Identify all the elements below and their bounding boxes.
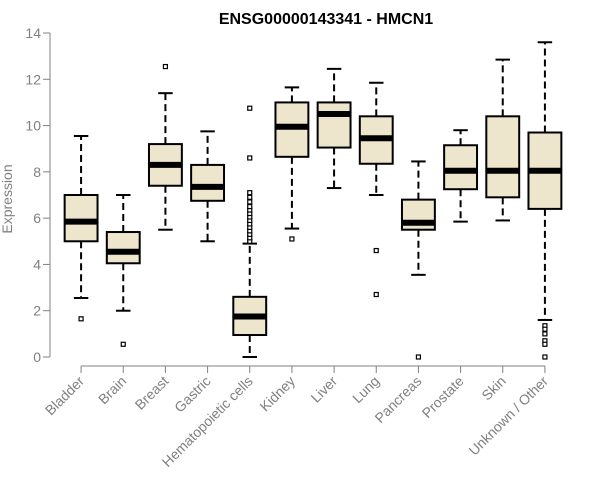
x-tick-label: Liver bbox=[307, 373, 340, 406]
y-axis: 0 2 4 6 8 10 12 14 bbox=[25, 25, 51, 365]
outlier-point bbox=[247, 105, 253, 111]
outlier-point bbox=[373, 291, 379, 298]
x-tick-label: Breast bbox=[132, 373, 172, 413]
outlier-point bbox=[542, 326, 548, 332]
box-iqr bbox=[485, 115, 521, 199]
box-iqr bbox=[190, 163, 226, 202]
box-group bbox=[358, 81, 394, 298]
outlier-point bbox=[78, 316, 84, 322]
x-tick-label: Kidney bbox=[256, 373, 298, 415]
box-group bbox=[105, 194, 141, 347]
box-iqr bbox=[63, 194, 99, 243]
outlier-point bbox=[289, 236, 295, 242]
x-tick-label: Bladder bbox=[42, 373, 88, 419]
y-tick-label: 6 bbox=[33, 210, 41, 226]
box-iqr bbox=[443, 144, 479, 191]
x-tick-label: Skin bbox=[478, 373, 509, 404]
outlier-point bbox=[542, 331, 548, 337]
y-axis-label: Expression bbox=[0, 164, 15, 233]
outlier-point bbox=[162, 63, 169, 70]
outlier-point bbox=[542, 341, 548, 347]
box-group bbox=[147, 63, 183, 231]
box-group bbox=[232, 105, 268, 358]
box-group bbox=[443, 129, 479, 223]
y-tick-label: 2 bbox=[33, 303, 41, 319]
y-tick-label: 8 bbox=[33, 164, 41, 180]
y-tick-label: 12 bbox=[25, 71, 41, 87]
box-group bbox=[400, 160, 436, 360]
box-group bbox=[274, 86, 310, 242]
x-tick-label: Prostate bbox=[419, 373, 467, 421]
chart-title: ENSG00000143341 - HMCN1 bbox=[219, 11, 433, 28]
outlier-point bbox=[415, 354, 422, 360]
box-series bbox=[63, 41, 563, 360]
outlier-point bbox=[247, 203, 253, 210]
y-tick-label: 0 bbox=[33, 349, 41, 365]
y-tick-label: 4 bbox=[33, 256, 41, 272]
outlier-point bbox=[373, 247, 379, 254]
box-iqr bbox=[316, 101, 352, 149]
outlier-point bbox=[120, 341, 126, 347]
box-group bbox=[527, 41, 563, 360]
box-group bbox=[485, 58, 521, 222]
box-group bbox=[63, 134, 99, 322]
box-iqr bbox=[105, 231, 141, 265]
box-group bbox=[316, 67, 352, 190]
outlier-point bbox=[247, 190, 253, 196]
x-tick-label: Lung bbox=[349, 373, 382, 406]
x-tick-label: Brain bbox=[95, 373, 129, 407]
x-tick-label: Pancreas bbox=[371, 373, 424, 426]
x-tick-label: Unknown / Other bbox=[465, 373, 551, 459]
y-tick-label: 10 bbox=[25, 118, 41, 134]
outlier-point bbox=[247, 194, 253, 200]
outlier-point bbox=[247, 155, 253, 161]
y-tick-label: 14 bbox=[25, 25, 41, 41]
outlier-point bbox=[247, 199, 253, 205]
box-group bbox=[190, 130, 226, 243]
outlier-point bbox=[542, 354, 548, 360]
